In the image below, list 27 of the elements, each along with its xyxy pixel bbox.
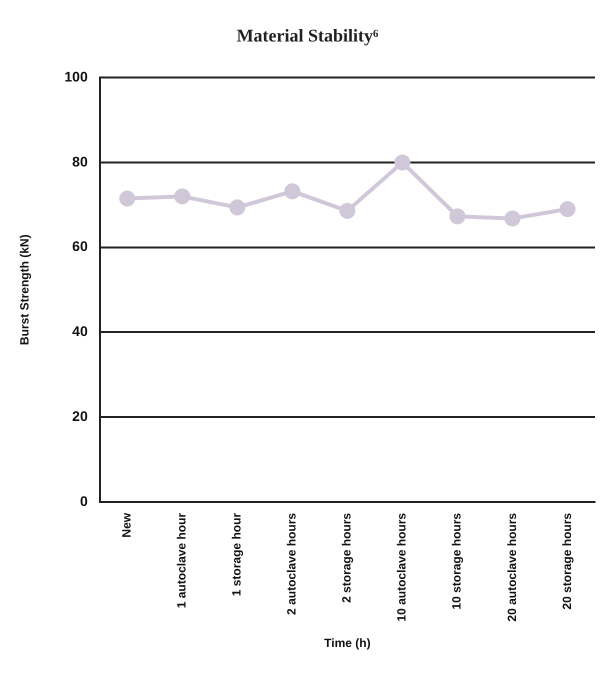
point [174,188,190,204]
x-tick-label: New [120,512,134,538]
point [119,190,136,207]
x-tick-label: 2 storage hours [340,512,354,603]
x-tick-label: 2 autoclave hours [284,512,299,615]
y-tick-label: 80 [72,153,88,170]
x-tick-label: 20 storage hours [560,512,574,610]
point [229,199,246,216]
point [339,202,356,219]
x-tick-label: 1 storage hour [230,512,244,596]
x-tick-label: 10 storage hours [450,512,464,610]
point [504,210,520,226]
y-tick-label: 40 [72,323,88,340]
x-tick-label: 10 autoclave hours [394,512,409,622]
y-tick-label: 20 [72,408,88,424]
x-axis-title: Time (h) [324,636,371,650]
chart-title: Material Stability⁶ [236,25,380,46]
y-axis-title: Burst Strength (kN) [18,234,32,346]
x-tick-label: 1 autoclave hour [174,512,189,608]
y-tick-label: 100 [64,68,88,84]
point [559,201,576,218]
y-tick-label: 0 [80,492,88,509]
point [394,154,410,170]
x-tick-label: 20 autoclave hours [504,512,519,622]
point [284,183,300,200]
point [449,208,466,224]
y-tick-label: 60 [72,238,88,254]
